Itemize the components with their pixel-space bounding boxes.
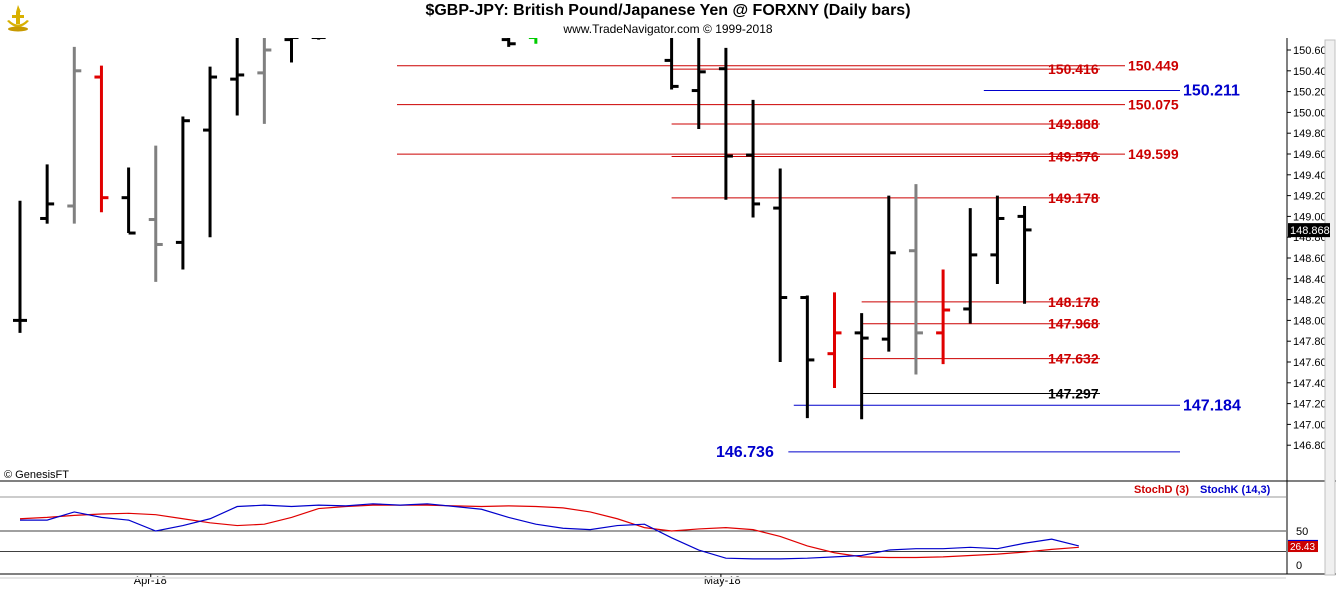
x-tick-label: Apr-18 [134,575,167,587]
level-label-147-968: 147.968 [1048,316,1099,332]
ohlc-bar [311,38,326,40]
ohlc-bar [908,184,923,375]
vertical-scrollbar [1324,39,1336,576]
level-label-149-888: 149.888 [1048,116,1099,132]
y-tick-label: 150.000 [1293,107,1333,119]
ohlc-bar [718,47,733,200]
stoch-d-legend: StochD (3) [1134,484,1189,496]
level-label-147-632: 147.632 [1048,351,1099,367]
y-tick-label: 148.200 [1293,295,1333,307]
y-tick-label: 147.800 [1293,336,1333,348]
level-label-150-416: 150.416 [1048,61,1099,77]
ohlc-bar [936,269,951,365]
last-price-marker [1288,223,1330,238]
level-label-150-449: 150.449 [1128,58,1179,74]
ohlc-bar [746,99,761,218]
ohlc-bar [691,38,706,130]
stoch-series-blue [20,503,1079,560]
price-bars-group [13,38,1180,453]
level-label-150-211: 150.211 [1183,82,1240,99]
y-tick-label: 150.600 [1293,45,1333,57]
level-label-147-297: 147.297 [1048,386,1099,402]
stoch-tick-50: 50 [1296,526,1308,538]
y-tick-label: 149.400 [1293,170,1333,182]
ohlc-bar [284,38,299,63]
level-label-149-576: 149.576 [1048,148,1099,164]
ohlc-bar [121,167,136,235]
stoch-series-red [19,504,1079,559]
y-tick-label: 149.000 [1293,211,1333,223]
ohlc-bar [664,38,679,90]
y-tick-label: 149.200 [1293,191,1333,203]
price-plot-area [0,38,1286,481]
y-tick-label: 149.600 [1293,149,1333,161]
level-label-149-599: 149.599 [1128,146,1179,162]
ohlc-bar [827,292,842,388]
ohlc-bar [148,145,163,282]
ohlc-bar [1017,206,1032,304]
y-tick-label: 146.800 [1293,440,1333,452]
stoch-d-last-marker [1288,541,1318,553]
stoch-d-last-label: 26.43 [1290,542,1315,553]
ohlc-bar [40,164,55,224]
level-label-148-178: 148.178 [1048,294,1099,310]
copyright-label: © GenesisFT [4,469,69,481]
ohlc-bar [990,195,1005,284]
y-tick-label: 149.800 [1293,128,1333,140]
chart-title: $GBP-JPY: British Pound/Japanese Yen @ F… [425,2,911,19]
horizontal-scrollbar [0,577,1286,579]
ohlc-bar [94,65,109,213]
y-tick-label: 147.200 [1293,399,1333,411]
y-tick-label: 150.200 [1293,87,1333,99]
y-tick-label: 147.600 [1293,357,1333,369]
ohlc-bar [67,46,82,224]
ohlc-bar [773,168,788,362]
level-label-146-736: 146.736 [716,444,774,461]
y-tick-label: 147.000 [1293,419,1333,431]
last-price-label: 148.868 [1290,225,1330,237]
y-tick-label: 148.400 [1293,274,1333,286]
ohlc-bar [175,116,190,270]
x-tick-label: May-18 [704,575,741,587]
ohlc-bar [800,295,815,419]
chart-subtitle: www.TradeNavigator.com © 1999-2018 [563,22,773,36]
ohlc-bar [13,200,27,333]
stoch-k-legend: StochK (14,3) [1200,484,1271,496]
ohlc-bar [203,66,218,238]
stoch-tick-0: 0 [1296,560,1302,572]
chart-header: $GBP-JPY: British Pound/Japanese Yen @ F… [0,0,1336,38]
ohlc-bar [881,195,896,352]
ohlc-bar [230,38,245,116]
y-tick-label: 148.000 [1293,315,1333,327]
y-tick-label: 148.600 [1293,253,1333,265]
genesis-logo-icon [7,5,29,32]
level-label-147-184: 147.184 [1183,397,1241,414]
y-tick-label: 150.400 [1293,66,1333,78]
ohlc-bar [257,38,272,124]
ohlc-bar [963,208,978,324]
ohlc-bar [501,38,516,47]
level-label-149-178: 149.178 [1048,190,1099,206]
ohlc-bar [528,38,538,44]
ohlc-bar [854,313,869,420]
y-tick-label: 147.400 [1293,378,1333,390]
level-label-150-075: 150.075 [1128,97,1179,113]
